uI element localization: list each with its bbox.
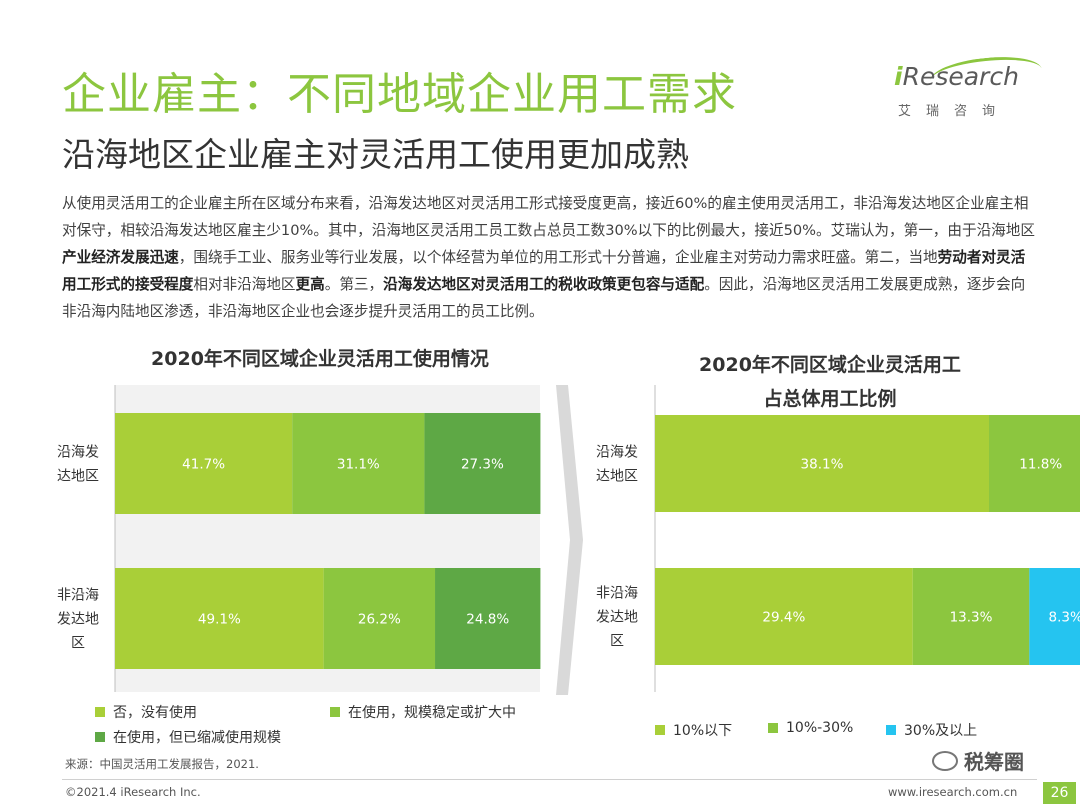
page-subtitle: 沿海地区企业雇主对灵活用工使用更加成熟 [62, 135, 689, 174]
right-chart-data-label-1-0: 29.4% [762, 610, 805, 626]
page-number: 26 [1043, 782, 1076, 804]
legend-left-item-0: 否，没有使用 [95, 702, 197, 722]
legend-right-label-2: 30%及以上 [904, 723, 978, 739]
left-chart-bar-1-1 [323, 568, 436, 669]
left-chart-data-label-1-0: 49.1% [198, 612, 241, 628]
legend-right-item-1: 10%-30% [768, 720, 853, 736]
right-chart-data-label-0-0: 38.1% [801, 457, 844, 473]
footer-divider [62, 779, 1037, 780]
legend-left-swatch-1 [330, 707, 340, 717]
legend-left-swatch-0 [95, 707, 105, 717]
left-chart-bar-1-0 [115, 568, 324, 669]
iresearch-logo: iResearch 艾瑞咨询 [890, 52, 1044, 120]
right-chart-bar-1-0 [655, 568, 913, 665]
transition-arrow-icon [556, 385, 583, 695]
right-chart-category-label-1-1: 发达地 [596, 610, 638, 626]
left-chart-category-label-1-1: 发达地 [57, 612, 99, 628]
right-chart-bar-0-0 [655, 415, 990, 512]
source-note: 来源：中国灵活用工发展报告，2021. [65, 757, 259, 771]
right-chart-bar-0-1 [989, 415, 1080, 512]
legend-left-label-1: 在使用，规模稳定或扩大中 [348, 705, 516, 721]
watermark: 税筹圈 [932, 746, 1024, 775]
right-chart-data-label-1-1: 13.3% [950, 610, 993, 626]
left-chart-bar-1-2 [435, 568, 541, 669]
right-chart-category-label-0-0: 沿海发 [596, 445, 638, 461]
body-paragraph: 从使用灵活用工的企业雇主所在区域分布来看，沿海发达地区对灵活用工形式接受度更高，… [62, 195, 1035, 320]
legend-right-item-0: 10%以下 [655, 720, 732, 740]
legend-left-label-0: 否，没有使用 [113, 705, 197, 721]
left-chart-category-label-0-0: 沿海发 [57, 445, 99, 461]
legend-right-label-1: 10%-30% [786, 720, 854, 736]
left-chart-category-label-1-2: 区 [71, 636, 85, 652]
legend-left-swatch-2 [95, 732, 105, 742]
left-chart-data-label-1-1: 26.2% [358, 612, 401, 628]
left-chart-data-label-0-0: 41.7% [182, 457, 225, 473]
watermark-text: 税筹圈 [964, 750, 1024, 774]
legend-right-label-0: 10%以下 [673, 723, 733, 739]
left-chart-bar-0-1 [292, 413, 425, 514]
left-chart-category-label-0-1: 达地区 [57, 469, 99, 485]
right-chart-data-label-1-2: 8.3% [1049, 610, 1080, 626]
left-chart-data-label-0-1: 31.1% [337, 457, 380, 473]
left-chart-title: 2020年不同区域企业灵活用工使用情况 [151, 348, 489, 370]
page-title: 企业雇主：不同地域企业用工需求 [62, 69, 737, 120]
logo-wordmark: iResearch [894, 62, 1019, 91]
right-chart-data-label-0-1: 11.8% [1019, 457, 1062, 473]
legend-right-swatch-0 [655, 725, 665, 735]
left-chart-bar-0-0 [115, 413, 293, 514]
legend-left-item-2: 在使用，但已缩减使用规模 [95, 727, 281, 747]
legend-right-swatch-1 [768, 723, 778, 733]
legend-right-swatch-2 [886, 725, 896, 735]
right-chart-category-label-0-1: 达地区 [596, 469, 638, 485]
right-chart-category-label-1-2: 区 [610, 634, 624, 650]
right-chart-bar-1-2 [1029, 568, 1080, 665]
legend-left-item-1: 在使用，规模稳定或扩大中 [330, 702, 516, 722]
right-chart-title-line-2: 占总体用工比例 [763, 388, 897, 410]
left-chart-bar-0-2 [424, 413, 541, 514]
right-chart-title-line-1: 2020年不同区域企业灵活用工 [699, 354, 961, 376]
website-url: www.iresearch.com.cn [888, 785, 1018, 799]
right-chart-bar-1-1 [912, 568, 1030, 665]
right-chart-category-label-1-0: 非沿海 [596, 586, 638, 602]
legend-left-label-2: 在使用，但已缩减使用规模 [113, 730, 281, 746]
left-chart-data-label-1-2: 24.8% [466, 612, 509, 628]
left-chart-category-label-1-0: 非沿海 [57, 588, 99, 604]
logo-chinese-name: 艾瑞咨询 [898, 104, 1011, 119]
legend-right-item-2: 30%及以上 [886, 720, 977, 740]
wechat-icon [932, 750, 958, 771]
copyright: ©2021.4 iResearch Inc. [65, 785, 201, 799]
left-chart-data-label-0-2: 27.3% [461, 457, 504, 473]
